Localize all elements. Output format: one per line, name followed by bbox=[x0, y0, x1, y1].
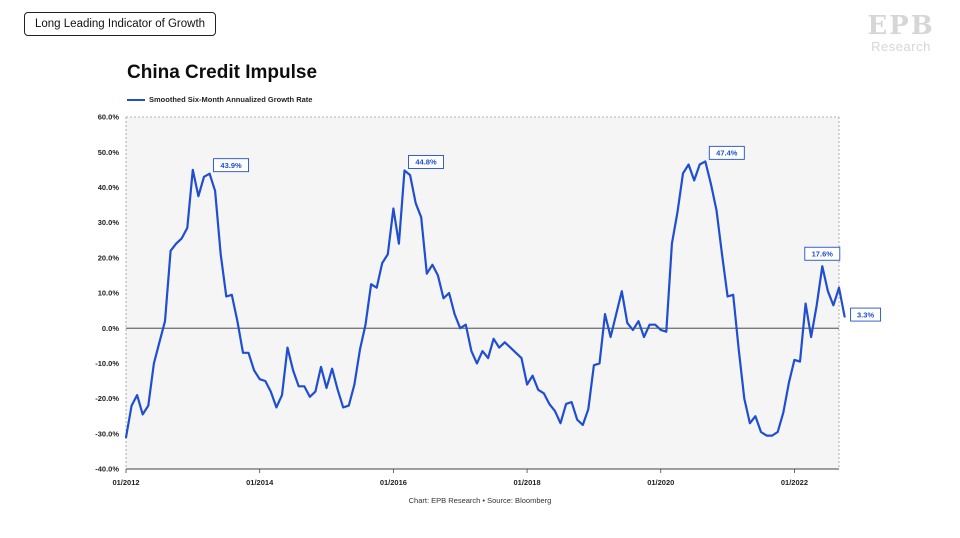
y-tick-label: 60.0% bbox=[98, 113, 120, 122]
callout-label: 44.8% bbox=[415, 158, 437, 167]
series-line bbox=[124, 160, 846, 439]
y-tick-label: 40.0% bbox=[98, 183, 120, 192]
y-tick-label: -20.0% bbox=[95, 394, 119, 403]
x-tick-label: 01/2018 bbox=[514, 478, 541, 487]
callout-box bbox=[408, 155, 444, 169]
logo-subtitle: Research bbox=[871, 39, 931, 54]
chart-source: Chart: EPB Research • Source: Bloomberg bbox=[408, 496, 552, 505]
y-tick-label: -10.0% bbox=[95, 359, 119, 368]
legend-label: Smoothed Six-Month Annualized Growth Rat… bbox=[149, 95, 313, 104]
y-tick-label: 0.0% bbox=[102, 324, 119, 333]
callout-label: 17.6% bbox=[812, 249, 834, 258]
y-tick-label: -30.0% bbox=[95, 429, 119, 438]
x-tick-label: 01/2020 bbox=[647, 478, 674, 487]
x-tick-label: 01/2014 bbox=[246, 478, 274, 487]
section-tag: Long Leading Indicator of Growth bbox=[24, 12, 217, 36]
legend-swatch bbox=[127, 98, 145, 101]
x-tick-label: 01/2012 bbox=[112, 478, 139, 487]
callout-label: 47.4% bbox=[716, 149, 738, 158]
callout-label: 43.9% bbox=[220, 161, 242, 170]
callout-box bbox=[850, 307, 882, 322]
y-tick-label: 30.0% bbox=[98, 218, 120, 227]
callout-box bbox=[708, 145, 745, 160]
chart-legend: Smoothed Six-Month Annualized Growth Rat… bbox=[127, 95, 312, 104]
plot-area bbox=[126, 117, 839, 469]
x-tick-label: 01/2016 bbox=[380, 478, 407, 487]
chart-title: China Credit Impulse bbox=[127, 62, 318, 83]
epb-research-logo: EPB Research bbox=[866, 12, 936, 54]
y-tick-label: 10.0% bbox=[98, 289, 120, 298]
callout-box bbox=[804, 246, 841, 261]
x-tick-label: 01/2022 bbox=[781, 478, 808, 487]
y-tick-label: 50.0% bbox=[98, 148, 120, 157]
y-tick-label: 20.0% bbox=[98, 253, 120, 262]
callout-label: 3.3% bbox=[857, 310, 874, 319]
callout-box bbox=[213, 158, 250, 173]
logo-mark: EPB bbox=[867, 11, 935, 41]
y-tick-label: -40.0% bbox=[95, 465, 119, 474]
